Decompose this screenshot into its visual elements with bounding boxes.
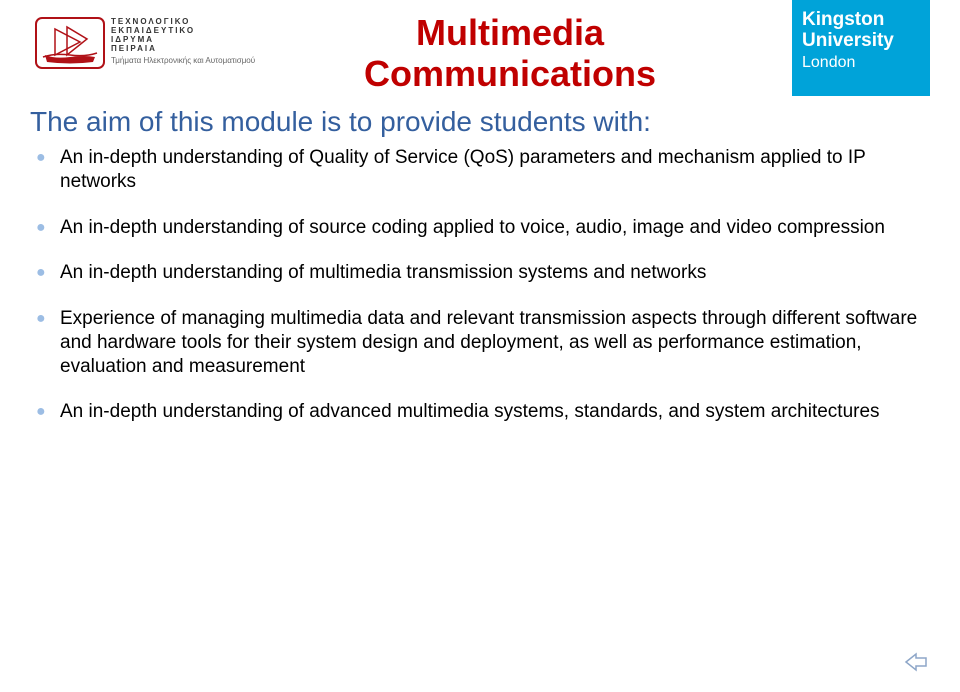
title-line1: Multimedia [310, 12, 710, 53]
tei-logo-block: ΤΕΧΝΟΛΟΓΙΚΟ ΕΚΠΑΙΔΕΥΤΙΚΟ ΙΔΡΥΜΑ ΠΕΙΡΑΙΑ … [35, 17, 255, 72]
kingston-logo: Kingston University London [792, 0, 930, 96]
header: ΤΕΧΝΟΛΟΓΙΚΟ ΕΚΠΑΙΔΕΥΤΙΚΟ ΙΔΡΥΜΑ ΠΕΙΡΑΙΑ … [30, 12, 930, 102]
kingston-line2: University [802, 31, 920, 52]
title-line2: Communications [310, 53, 710, 94]
bullet-item: An in-depth understanding of Quality of … [36, 146, 930, 194]
prev-arrow-icon[interactable] [904, 652, 928, 672]
kingston-line1: Kingston [802, 10, 920, 31]
bullet-item: Experience of managing multimedia data a… [36, 307, 930, 378]
kingston-line3: London [802, 54, 920, 72]
bullet-item: An in-depth understanding of advanced mu… [36, 400, 930, 424]
tei-line2: ΕΚΠΑΙΔΕΥΤΙΚΟ [111, 26, 255, 35]
bullet-item: An in-depth understanding of source codi… [36, 216, 930, 240]
slide: ΤΕΧΝΟΛΟΓΙΚΟ ΕΚΠΑΙΔΕΥΤΙΚΟ ΙΔΡΥΜΑ ΠΕΙΡΑΙΑ … [0, 0, 960, 692]
tei-sub: Τμήματα Ηλεκτρονικής και Αυτοματισμού [111, 56, 255, 65]
bullet-item: An in-depth understanding of multimedia … [36, 261, 930, 285]
bullet-list: An in-depth understanding of Quality of … [30, 146, 930, 424]
content: The aim of this module is to provide stu… [30, 106, 930, 424]
tei-text: ΤΕΧΝΟΛΟΓΙΚΟ ΕΚΠΑΙΔΕΥΤΙΚΟ ΙΔΡΥΜΑ ΠΕΙΡΑΙΑ … [111, 17, 255, 65]
slide-title: Multimedia Communications [310, 12, 710, 95]
tei-line3: ΙΔΡΥΜΑ [111, 35, 255, 44]
intro-text: The aim of this module is to provide stu… [30, 106, 930, 138]
tei-ship-icon [35, 17, 105, 72]
tei-line1: ΤΕΧΝΟΛΟΓΙΚΟ [111, 17, 255, 26]
tei-line4: ΠΕΙΡΑΙΑ [111, 44, 255, 53]
